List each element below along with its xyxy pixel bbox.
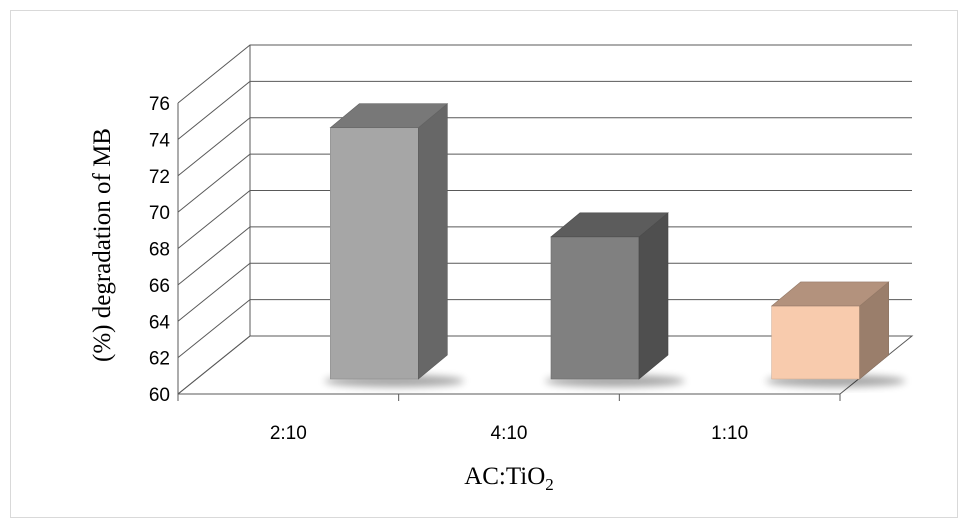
chart-frame: [10, 10, 958, 518]
y-tick-label: 64: [149, 312, 171, 333]
gridline: [177, 80, 912, 140]
gridline: [177, 299, 912, 359]
x-axis-title-main: AC:TiO: [464, 463, 545, 490]
bar-top: [329, 103, 449, 129]
bar-1:10: [765, 281, 906, 387]
bars: [324, 103, 906, 387]
gridline: [177, 262, 912, 322]
y-tick-label: 68: [149, 240, 170, 261]
y-tick-label: 70: [149, 203, 170, 224]
bar-top: [550, 212, 669, 238]
x-tick-label: 2:10: [270, 423, 307, 444]
bar-4:10: [545, 212, 685, 387]
x-axis-title-subscript: 2: [545, 475, 554, 494]
gridline: [177, 335, 912, 395]
x-tick-label: 1:10: [711, 423, 748, 444]
gridlines: [177, 44, 912, 395]
gridline: [177, 190, 912, 249]
bar-side: [418, 103, 448, 380]
bar-front: [771, 305, 860, 380]
y-tick-label: 60: [149, 385, 170, 406]
gridline: [177, 153, 912, 213]
bar-side: [638, 212, 669, 380]
gridline: [177, 117, 912, 177]
bar-2:10: [324, 103, 465, 387]
y-axis-title: (%) degradation of MB: [89, 128, 116, 362]
y-tick-label: 76: [149, 94, 170, 115]
gridline: [177, 226, 912, 286]
y-tick-label: 72: [149, 167, 170, 188]
y-tick-label: 66: [149, 276, 170, 297]
y-tick-label: 62: [149, 349, 170, 370]
bar-top: [770, 281, 890, 307]
x-tick-label: 4:10: [491, 423, 528, 444]
y-tick-label: 74: [149, 130, 171, 151]
bar-front: [550, 236, 640, 380]
gridline: [177, 44, 912, 104]
x-axis: [177, 393, 841, 401]
x-tick-labels: 2:10 4:10 1:10: [270, 423, 748, 444]
y-tick-labels: 60 62 64 66 68 70 72 74 76: [149, 94, 171, 406]
x-axis-title: AC:TiO2: [464, 463, 554, 494]
bar-front: [330, 127, 419, 380]
